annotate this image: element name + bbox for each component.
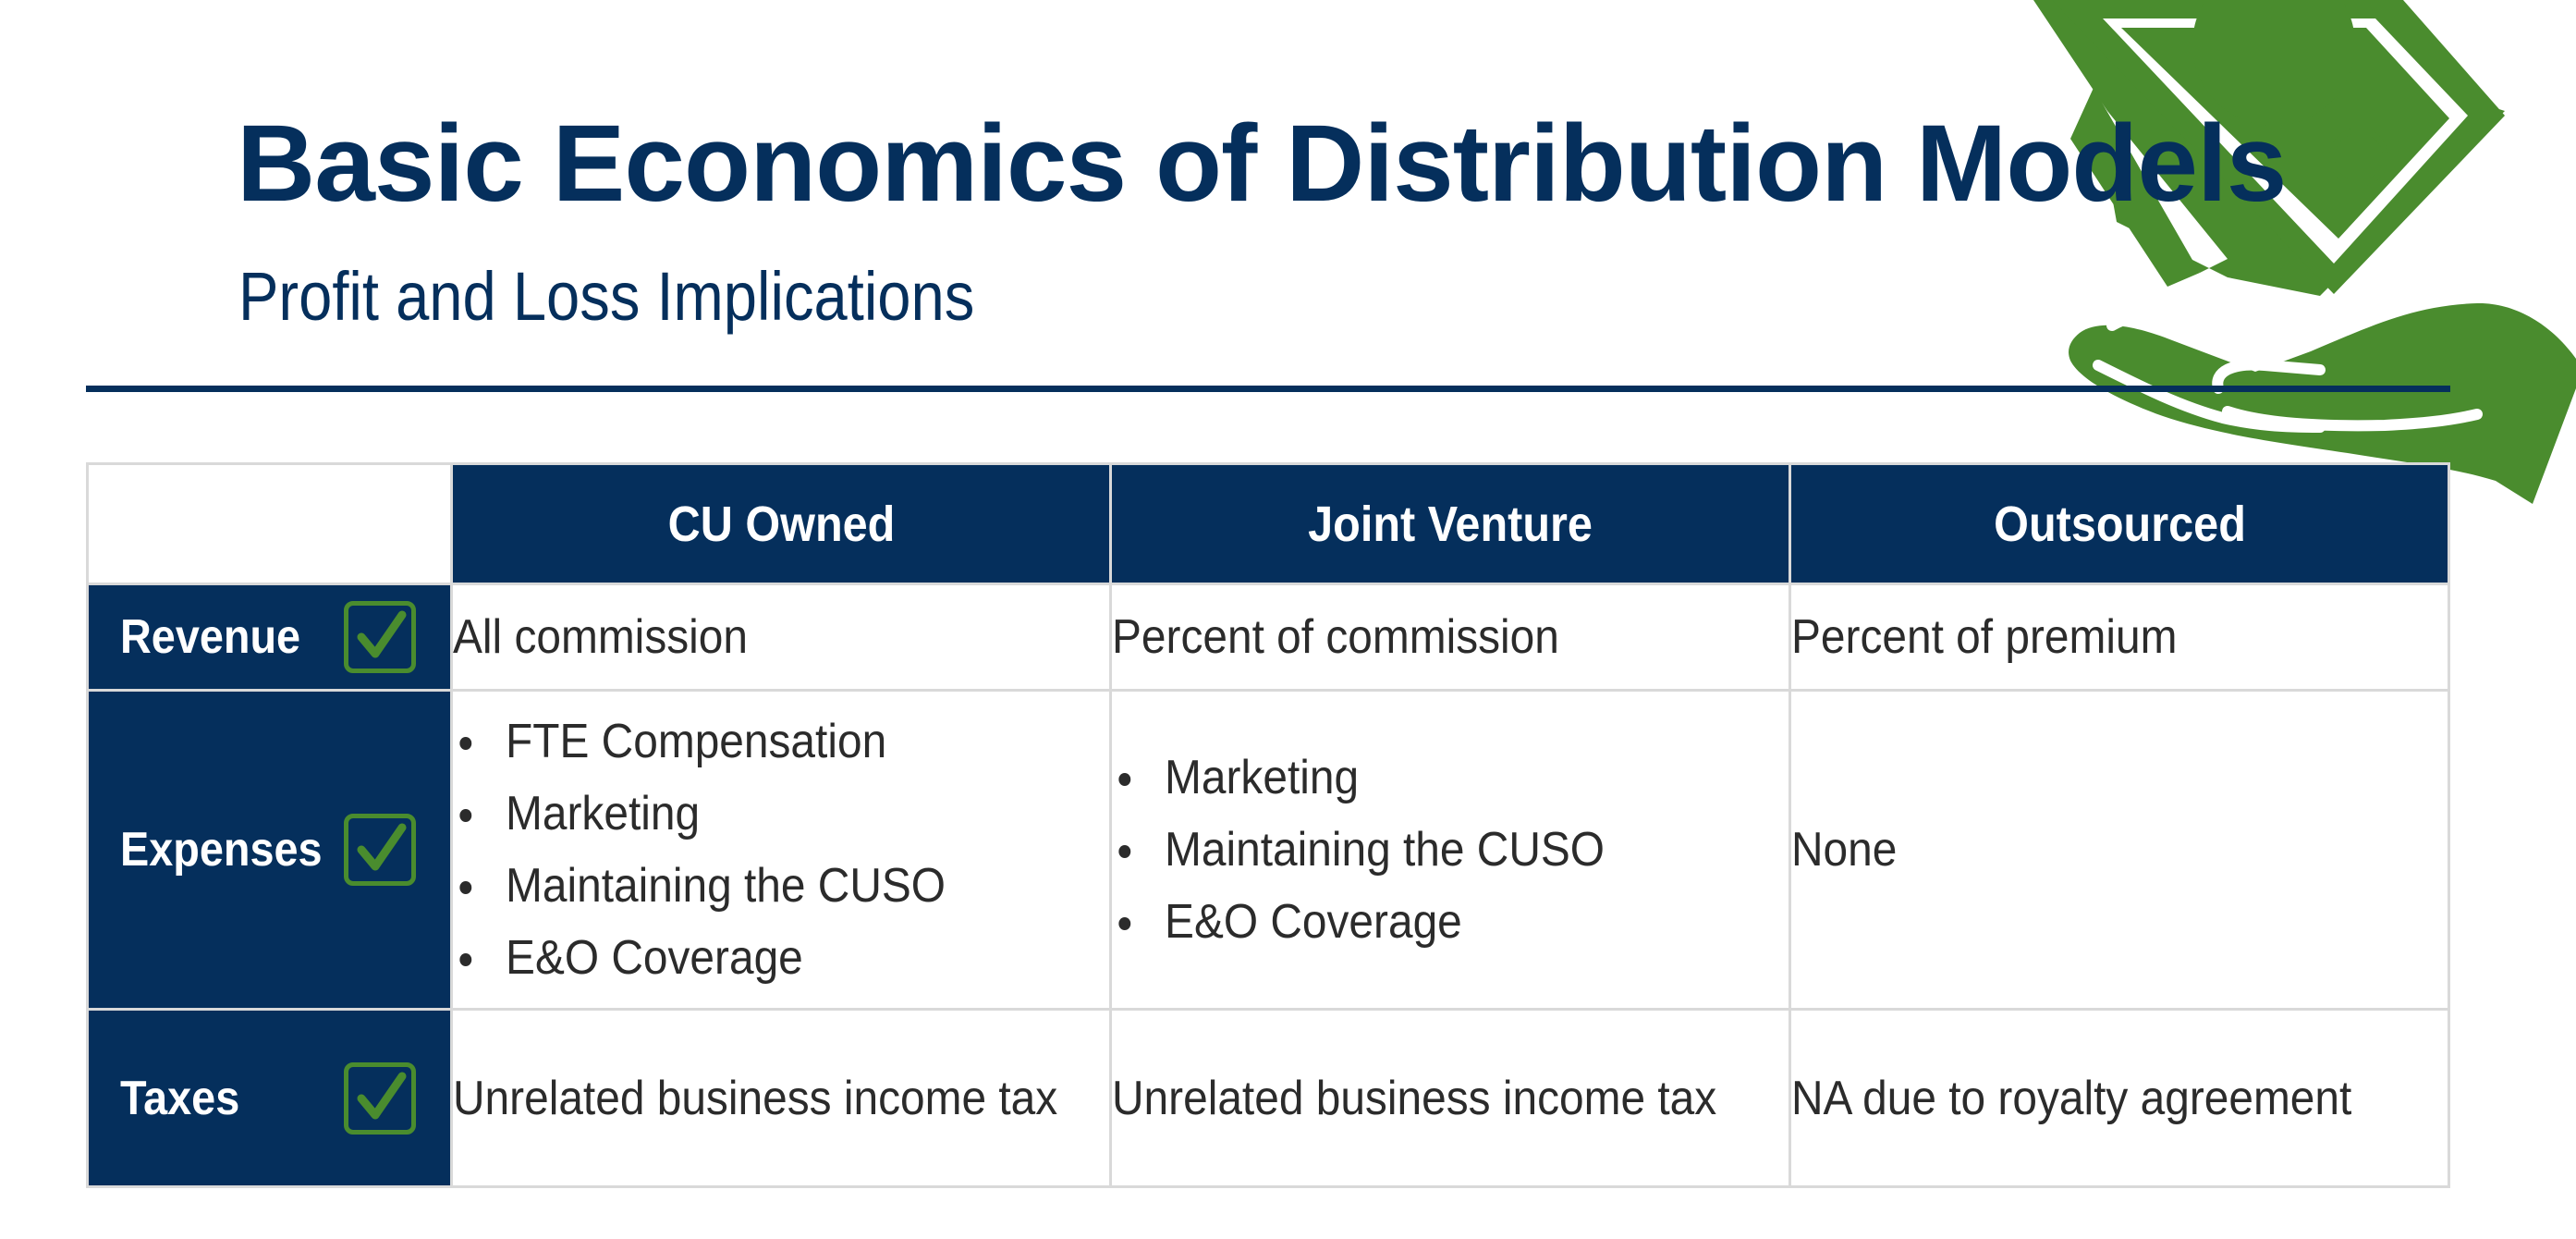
slide-subtitle: Profit and Loss Implications <box>238 258 975 335</box>
row-label-taxes: Taxes <box>120 1071 240 1125</box>
list-item: Maintaining the CUSO <box>1112 814 1605 886</box>
slide-title: Basic Economics of Distribution Models <box>237 103 2287 225</box>
table-corner-cell <box>85 462 454 585</box>
list-item: FTE Compensation <box>453 705 946 778</box>
list-item: Marketing <box>453 778 946 850</box>
checkmark-icon <box>344 814 416 886</box>
row-header-taxes: Taxes <box>85 1008 454 1188</box>
row-header-revenue: Revenue <box>85 583 454 692</box>
column-header-outsourced: Outsourced <box>1789 462 2450 585</box>
checkmark-icon <box>344 601 416 673</box>
row-header-expenses: Expenses <box>85 689 454 1011</box>
list-item: E&O Coverage <box>1112 886 1605 958</box>
cell-expenses-outsourced: None <box>1789 689 2450 1011</box>
column-header-cu-owned: CU Owned <box>450 462 1113 585</box>
cell-revenue-cu-owned: All commission <box>450 583 1113 692</box>
cell-taxes-cu-owned: Unrelated business income tax <box>450 1008 1113 1188</box>
cell-expenses-cu-owned: FTE Compensation Marketing Maintaining t… <box>450 689 1113 1011</box>
list-item: Marketing <box>1112 742 1605 814</box>
expenses-joint-venture-list: Marketing Maintaining the CUSO E&O Cover… <box>1112 742 1605 958</box>
list-item: E&O Coverage <box>453 922 946 994</box>
money-in-hand-icon <box>2033 0 2576 504</box>
row-label-expenses: Expenses <box>120 823 323 877</box>
expenses-cu-owned-list: FTE Compensation Marketing Maintaining t… <box>453 705 946 994</box>
table-row-taxes: Taxes Unrelated business income tax Unre… <box>85 1008 2450 1188</box>
checkmark-icon <box>344 1061 416 1135</box>
table-row-revenue: Revenue All commission Percent of commis… <box>85 583 2450 692</box>
cell-taxes-joint-venture: Unrelated business income tax <box>1109 1008 1792 1188</box>
cell-revenue-joint-venture: Percent of commission <box>1109 583 1792 692</box>
table-header-row: CU Owned Joint Venture Outsourced <box>85 462 2450 585</box>
cell-taxes-outsourced: NA due to royalty agreement <box>1789 1008 2450 1188</box>
list-item: Maintaining the CUSO <box>453 850 946 922</box>
title-divider <box>86 386 2450 392</box>
table-row-expenses: Expenses FTE Compensation Marketing Main… <box>85 689 2450 1011</box>
cell-expenses-joint-venture: Marketing Maintaining the CUSO E&O Cover… <box>1109 689 1792 1011</box>
column-header-joint-venture: Joint Venture <box>1109 462 1792 585</box>
row-label-revenue: Revenue <box>120 610 301 664</box>
distribution-models-table: CU Owned Joint Venture Outsourced Revenu… <box>85 462 2450 1188</box>
cell-revenue-outsourced: Percent of premium <box>1789 583 2450 692</box>
